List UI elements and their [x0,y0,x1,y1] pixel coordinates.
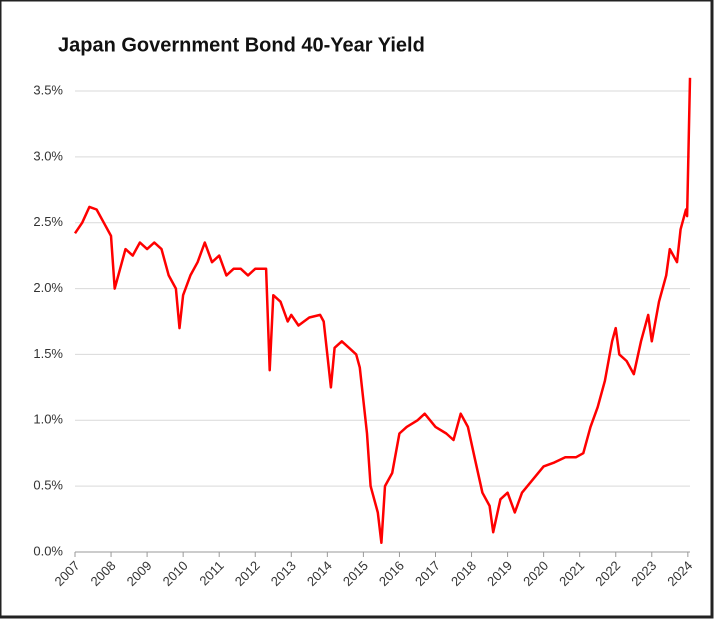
y-tick-label: 3.5% [33,82,63,97]
chart-title: Japan Government Bond 40-Year Yield [58,34,425,56]
y-tick-label: 1.0% [33,412,63,427]
y-tick-label: 2.0% [33,280,63,295]
y-tick-label: 3.0% [33,148,63,163]
y-tick-label: 1.5% [33,346,63,361]
y-tick-label: 0.5% [33,478,63,493]
y-tick-label: 0.0% [33,543,63,558]
yield-line [73,77,692,545]
y-tick-label: 2.5% [33,214,63,229]
